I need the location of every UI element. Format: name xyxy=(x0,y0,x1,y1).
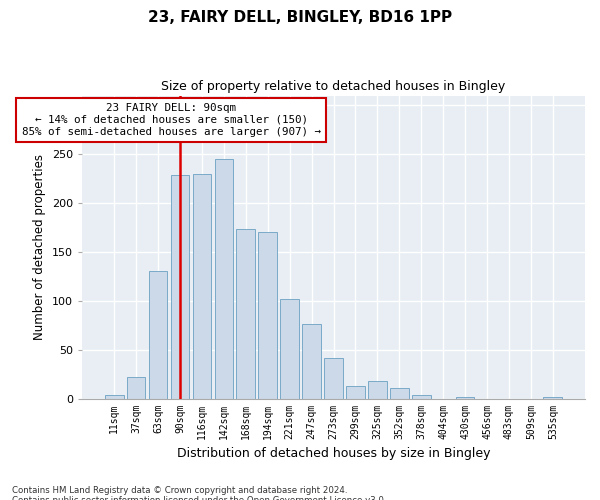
Bar xyxy=(368,381,386,398)
Bar xyxy=(127,377,145,398)
Bar xyxy=(302,324,321,398)
X-axis label: Distribution of detached houses by size in Bingley: Distribution of detached houses by size … xyxy=(177,447,490,460)
Bar xyxy=(215,159,233,398)
Bar xyxy=(149,272,167,398)
Bar xyxy=(456,396,475,398)
Bar xyxy=(105,394,124,398)
Bar xyxy=(324,358,343,399)
Bar xyxy=(236,230,255,398)
Y-axis label: Number of detached properties: Number of detached properties xyxy=(34,154,46,340)
Text: 23 FAIRY DELL: 90sqm
← 14% of detached houses are smaller (150)
85% of semi-deta: 23 FAIRY DELL: 90sqm ← 14% of detached h… xyxy=(22,104,321,136)
Bar xyxy=(170,174,190,398)
Bar xyxy=(412,394,431,398)
Title: Size of property relative to detached houses in Bingley: Size of property relative to detached ho… xyxy=(161,80,506,93)
Bar xyxy=(390,388,409,398)
Bar xyxy=(346,386,365,398)
Text: 23, FAIRY DELL, BINGLEY, BD16 1PP: 23, FAIRY DELL, BINGLEY, BD16 1PP xyxy=(148,10,452,25)
Bar xyxy=(193,174,211,398)
Bar xyxy=(259,232,277,398)
Bar xyxy=(280,299,299,398)
Text: Contains HM Land Registry data © Crown copyright and database right 2024.: Contains HM Land Registry data © Crown c… xyxy=(12,486,347,495)
Text: Contains public sector information licensed under the Open Government Licence v3: Contains public sector information licen… xyxy=(12,496,386,500)
Bar xyxy=(544,396,562,398)
